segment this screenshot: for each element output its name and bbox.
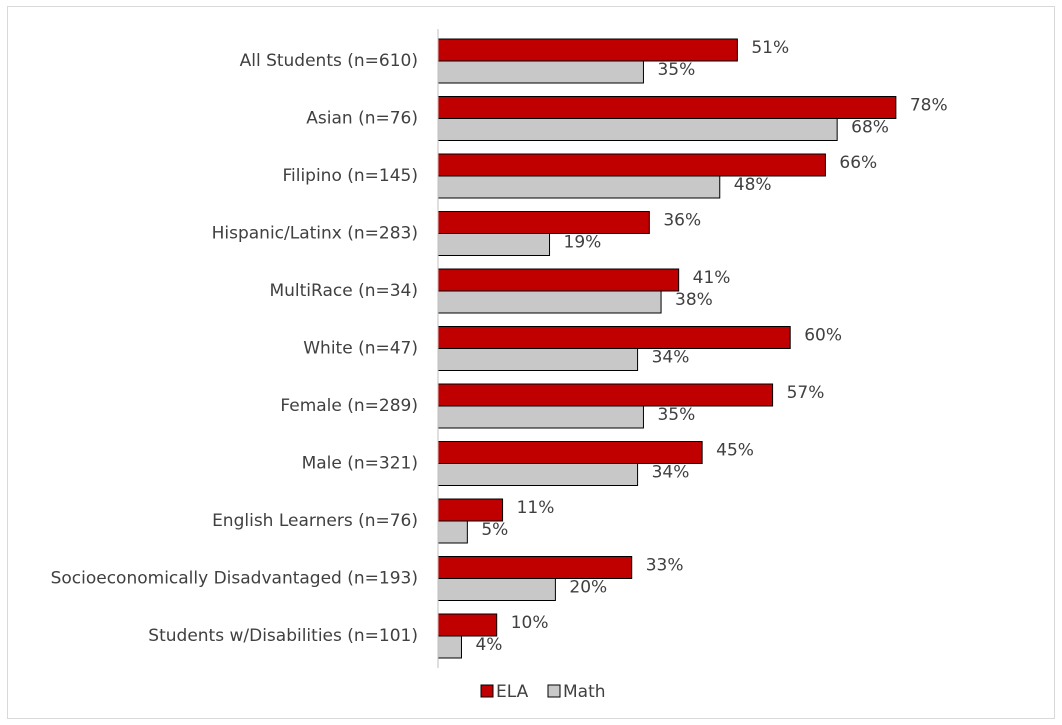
math-data-label: 34% (652, 348, 690, 368)
math-bar (437, 175, 721, 199)
ela-data-label: 41% (693, 268, 731, 288)
data-labels: 51% 35% 78% 68% 66% 48% 36% 19% 41%38% 60% 34% 57% 3… (475, 38, 947, 655)
category-label: Filipino (n=145) (282, 166, 418, 186)
ela-bar (437, 153, 826, 177)
category-label: Socioeconomically Disadvantaged (n=193) (51, 569, 418, 589)
category-label: Asian (n=76) (306, 109, 418, 129)
category-label: Female (n=289) (280, 396, 418, 416)
ela-bar (437, 268, 680, 292)
legend: ELA Math (480, 682, 606, 702)
math-data-label: 35% (657, 405, 695, 425)
chart-frame: All Students (n=610) Asian (n=76) Filipino… (7, 6, 1055, 719)
math-data-label: 38% (675, 290, 713, 310)
legend-ela-label: ELA (496, 682, 529, 702)
ela-data-label: 10% (511, 613, 549, 633)
math-bar (437, 348, 639, 371)
ela-bar (437, 383, 774, 407)
math-bar (437, 578, 556, 601)
category-label: English Learners (n=76) (212, 511, 418, 531)
category-label: Hispanic/Latinx (n=283) (212, 224, 418, 244)
ela-data-label: 33% (646, 556, 684, 576)
ela-bar (437, 96, 897, 119)
ela-bar (437, 211, 650, 234)
math-bar (437, 520, 468, 544)
math-data-label: 19% (564, 233, 602, 253)
category-label: White (n=47) (303, 339, 418, 359)
ela-data-label: 36% (663, 211, 701, 231)
ela-bar (437, 556, 633, 579)
math-data-label: 4% (475, 635, 502, 655)
legend-math-swatch (547, 684, 561, 698)
category-label: Male (n=321) (302, 454, 418, 474)
legend-ela-swatch (480, 684, 494, 698)
ela-bar (437, 613, 498, 637)
ela-data-label: 45% (716, 441, 754, 461)
math-bar (437, 463, 639, 486)
math-bar (437, 405, 644, 429)
ela-bar (437, 326, 791, 349)
math-bar (437, 118, 838, 141)
math-bar (437, 290, 662, 314)
ela-data-label: 57% (787, 383, 825, 403)
math-data-label: 20% (569, 578, 607, 598)
category-label: All Students (n=610) (240, 51, 418, 71)
math-data-label: 35% (657, 60, 695, 80)
ela-data-label: 60% (804, 326, 842, 346)
math-bar (437, 233, 551, 256)
math-bar (437, 635, 462, 659)
chart-svg: All Students (n=610) Asian (n=76) Filipino… (51, 29, 948, 702)
legend-math-label: Math (563, 682, 606, 702)
math-data-label: 68% (851, 118, 889, 138)
ela-bar (437, 441, 703, 464)
ela-bar (437, 498, 504, 522)
ela-data-label: 78% (910, 96, 948, 116)
category-label: Students w/Disabilities (n=101) (148, 626, 418, 646)
category-labels: All Students (n=610) Asian (n=76) Filipino… (51, 51, 418, 646)
category-label: MultiRace (n=34) (269, 281, 418, 301)
ela-data-label: 11% (517, 498, 555, 518)
math-data-label: 5% (481, 520, 508, 540)
ela-data-label: 51% (751, 38, 789, 58)
math-data-label: 48% (734, 175, 772, 195)
math-data-label: 34% (652, 463, 690, 483)
ela-bar (437, 38, 738, 62)
math-bar (437, 60, 644, 84)
ela-data-label: 66% (839, 153, 877, 173)
